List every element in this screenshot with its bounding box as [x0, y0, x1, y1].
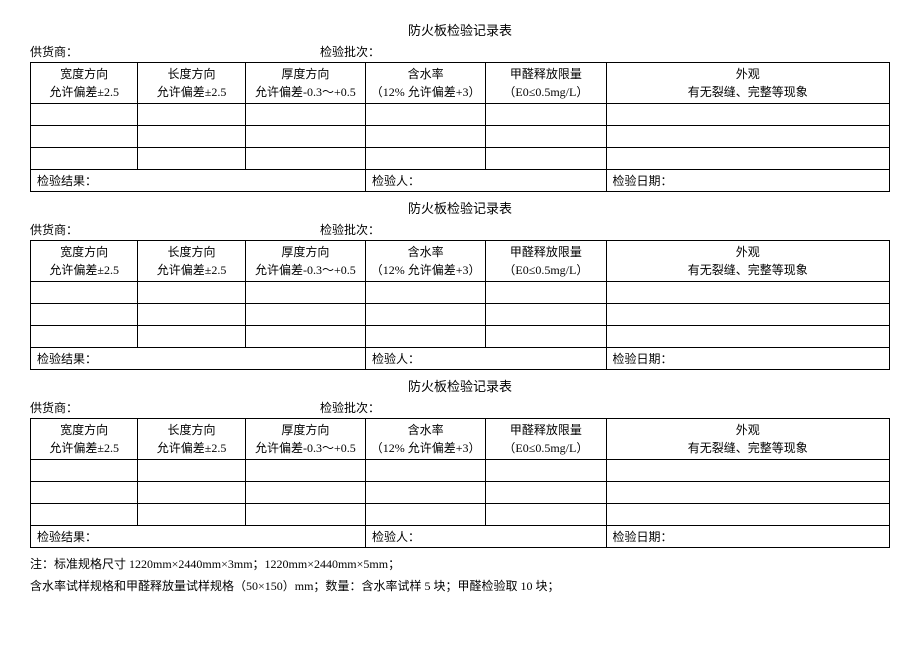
supplier-label: 供货商：	[30, 221, 320, 238]
supplier-label: 供货商：	[30, 399, 320, 416]
data-cell	[245, 504, 365, 526]
data-cell	[486, 482, 606, 504]
batch-label: 检验批次：	[320, 399, 890, 416]
hdr-moisture: 含水率（12% 允许偏差+3）	[366, 241, 486, 282]
data-cell	[138, 326, 245, 348]
data-cell	[606, 282, 890, 304]
data-cell	[486, 460, 606, 482]
inspection-table: 宽度方向允许偏差±2.5 长度方向允许偏差±2.5 厚度方向允许偏差-0.3～+…	[30, 418, 890, 548]
data-cell	[245, 326, 365, 348]
hdr-moisture: 含水率（12% 允许偏差+3）	[366, 419, 486, 460]
data-cell	[31, 148, 138, 170]
hdr-width: 宽度方向允许偏差±2.5	[31, 241, 138, 282]
data-cell	[31, 326, 138, 348]
inspection-table: 宽度方向允许偏差±2.5 长度方向允许偏差±2.5 厚度方向允许偏差-0.3～+…	[30, 240, 890, 370]
form-title: 防火板检验记录表	[30, 198, 890, 217]
hdr-thick: 厚度方向允许偏差-0.3～+0.5	[245, 241, 365, 282]
result-cell: 检验结果：	[31, 170, 366, 192]
date-cell: 检验日期：	[606, 526, 890, 548]
data-cell	[31, 126, 138, 148]
data-cell	[486, 326, 606, 348]
inspector-cell: 检验人：	[366, 170, 607, 192]
data-cell	[245, 126, 365, 148]
data-cell	[31, 460, 138, 482]
data-cell	[245, 482, 365, 504]
inspector-cell: 检验人：	[366, 348, 607, 370]
hdr-formald: 甲醛释放限量（E0≤0.5mg/L）	[486, 241, 606, 282]
data-cell	[31, 504, 138, 526]
data-cell	[245, 304, 365, 326]
footnote-1: 注：标准规格尺寸 1220mm×2440mm×3mm；1220mm×2440mm…	[30, 554, 890, 576]
data-cell	[138, 126, 245, 148]
hdr-appearance: 外观有无裂缝、完整等现象	[606, 63, 890, 104]
inspector-cell: 检验人：	[366, 526, 607, 548]
data-cell	[245, 460, 365, 482]
data-cell	[366, 482, 486, 504]
form-title: 防火板检验记录表	[30, 376, 890, 395]
data-cell	[31, 304, 138, 326]
data-cell	[366, 148, 486, 170]
data-cell	[606, 104, 890, 126]
hdr-appearance: 外观有无裂缝、完整等现象	[606, 419, 890, 460]
footnote-2: 含水率试样规格和甲醛释放量试样规格（50×150）mm；数量：含水率试样 5 块…	[30, 576, 890, 598]
data-cell	[366, 126, 486, 148]
date-cell: 检验日期：	[606, 348, 890, 370]
data-cell	[31, 282, 138, 304]
inspection-table: 宽度方向允许偏差±2.5 长度方向允许偏差±2.5 厚度方向允许偏差-0.3～+…	[30, 62, 890, 192]
data-cell	[138, 460, 245, 482]
date-cell: 检验日期：	[606, 170, 890, 192]
data-cell	[245, 104, 365, 126]
form-title: 防火板检验记录表	[30, 20, 890, 39]
data-cell	[606, 504, 890, 526]
data-cell	[606, 148, 890, 170]
hdr-length: 长度方向允许偏差±2.5	[138, 241, 245, 282]
data-cell	[138, 504, 245, 526]
data-cell	[486, 126, 606, 148]
hdr-width: 宽度方向允许偏差±2.5	[31, 63, 138, 104]
hdr-formald: 甲醛释放限量（E0≤0.5mg/L）	[486, 63, 606, 104]
data-cell	[366, 504, 486, 526]
data-cell	[366, 304, 486, 326]
data-cell	[245, 148, 365, 170]
batch-label: 检验批次：	[320, 221, 890, 238]
hdr-moisture: 含水率（12% 允许偏差+3）	[366, 63, 486, 104]
data-cell	[366, 104, 486, 126]
hdr-formald: 甲醛释放限量（E0≤0.5mg/L）	[486, 419, 606, 460]
data-cell	[486, 304, 606, 326]
result-cell: 检验结果：	[31, 526, 366, 548]
supplier-label: 供货商：	[30, 43, 320, 60]
data-cell	[138, 304, 245, 326]
data-cell	[366, 460, 486, 482]
result-cell: 检验结果：	[31, 348, 366, 370]
data-cell	[138, 148, 245, 170]
hdr-thick: 厚度方向允许偏差-0.3～+0.5	[245, 419, 365, 460]
hdr-appearance: 外观有无裂缝、完整等现象	[606, 241, 890, 282]
data-cell	[138, 282, 245, 304]
data-cell	[606, 326, 890, 348]
data-cell	[486, 282, 606, 304]
data-cell	[486, 504, 606, 526]
data-cell	[486, 148, 606, 170]
data-cell	[486, 104, 606, 126]
data-cell	[606, 482, 890, 504]
data-cell	[366, 282, 486, 304]
hdr-thick: 厚度方向允许偏差-0.3～+0.5	[245, 63, 365, 104]
data-cell	[31, 482, 138, 504]
data-cell	[138, 482, 245, 504]
data-cell	[245, 282, 365, 304]
data-cell	[606, 304, 890, 326]
data-cell	[366, 326, 486, 348]
data-cell	[606, 460, 890, 482]
hdr-width: 宽度方向允许偏差±2.5	[31, 419, 138, 460]
data-cell	[31, 104, 138, 126]
batch-label: 检验批次：	[320, 43, 890, 60]
data-cell	[138, 104, 245, 126]
data-cell	[606, 126, 890, 148]
hdr-length: 长度方向允许偏差±2.5	[138, 419, 245, 460]
hdr-length: 长度方向允许偏差±2.5	[138, 63, 245, 104]
